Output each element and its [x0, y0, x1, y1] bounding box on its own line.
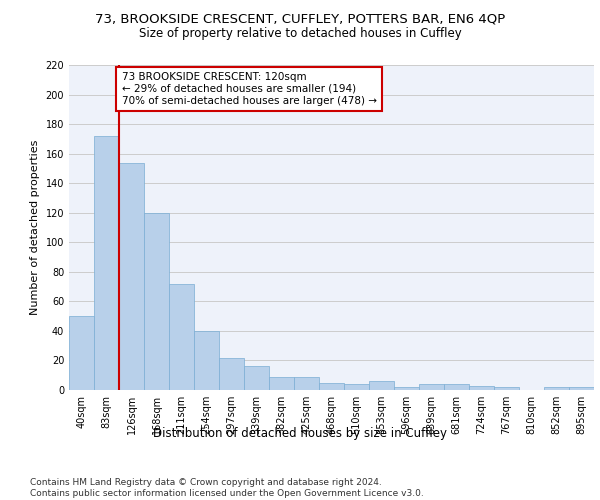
Bar — [269, 376, 294, 390]
Bar — [419, 384, 444, 390]
Bar — [219, 358, 244, 390]
Bar — [69, 316, 94, 390]
Bar — [494, 387, 519, 390]
Bar — [119, 162, 144, 390]
Y-axis label: Number of detached properties: Number of detached properties — [30, 140, 40, 315]
Bar — [144, 212, 169, 390]
Bar — [294, 376, 319, 390]
Text: Size of property relative to detached houses in Cuffley: Size of property relative to detached ho… — [139, 28, 461, 40]
Text: 73, BROOKSIDE CRESCENT, CUFFLEY, POTTERS BAR, EN6 4QP: 73, BROOKSIDE CRESCENT, CUFFLEY, POTTERS… — [95, 12, 505, 26]
Bar — [544, 387, 569, 390]
Bar — [319, 382, 344, 390]
Bar — [244, 366, 269, 390]
Text: Contains HM Land Registry data © Crown copyright and database right 2024.
Contai: Contains HM Land Registry data © Crown c… — [30, 478, 424, 498]
Bar — [194, 331, 219, 390]
Bar — [469, 386, 494, 390]
Bar — [444, 384, 469, 390]
Bar — [369, 381, 394, 390]
Text: Distribution of detached houses by size in Cuffley: Distribution of detached houses by size … — [153, 428, 447, 440]
Text: 73 BROOKSIDE CRESCENT: 120sqm
← 29% of detached houses are smaller (194)
70% of : 73 BROOKSIDE CRESCENT: 120sqm ← 29% of d… — [121, 72, 377, 106]
Bar — [344, 384, 369, 390]
Bar — [394, 387, 419, 390]
Bar — [169, 284, 194, 390]
Bar — [569, 387, 594, 390]
Bar — [94, 136, 119, 390]
